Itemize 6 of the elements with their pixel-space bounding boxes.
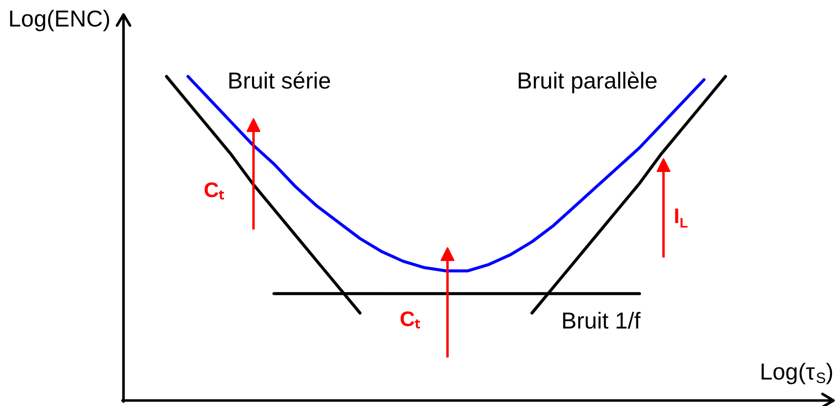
y-axis-title: Log(ENC) xyxy=(8,6,111,32)
annotation: Cₜ xyxy=(204,179,225,202)
series-label: Bruit 1/f xyxy=(561,308,642,334)
annotation: Cₜ xyxy=(400,308,421,331)
series-label: Bruit parallèle xyxy=(516,68,658,94)
series-label: Bruit série xyxy=(228,68,332,94)
